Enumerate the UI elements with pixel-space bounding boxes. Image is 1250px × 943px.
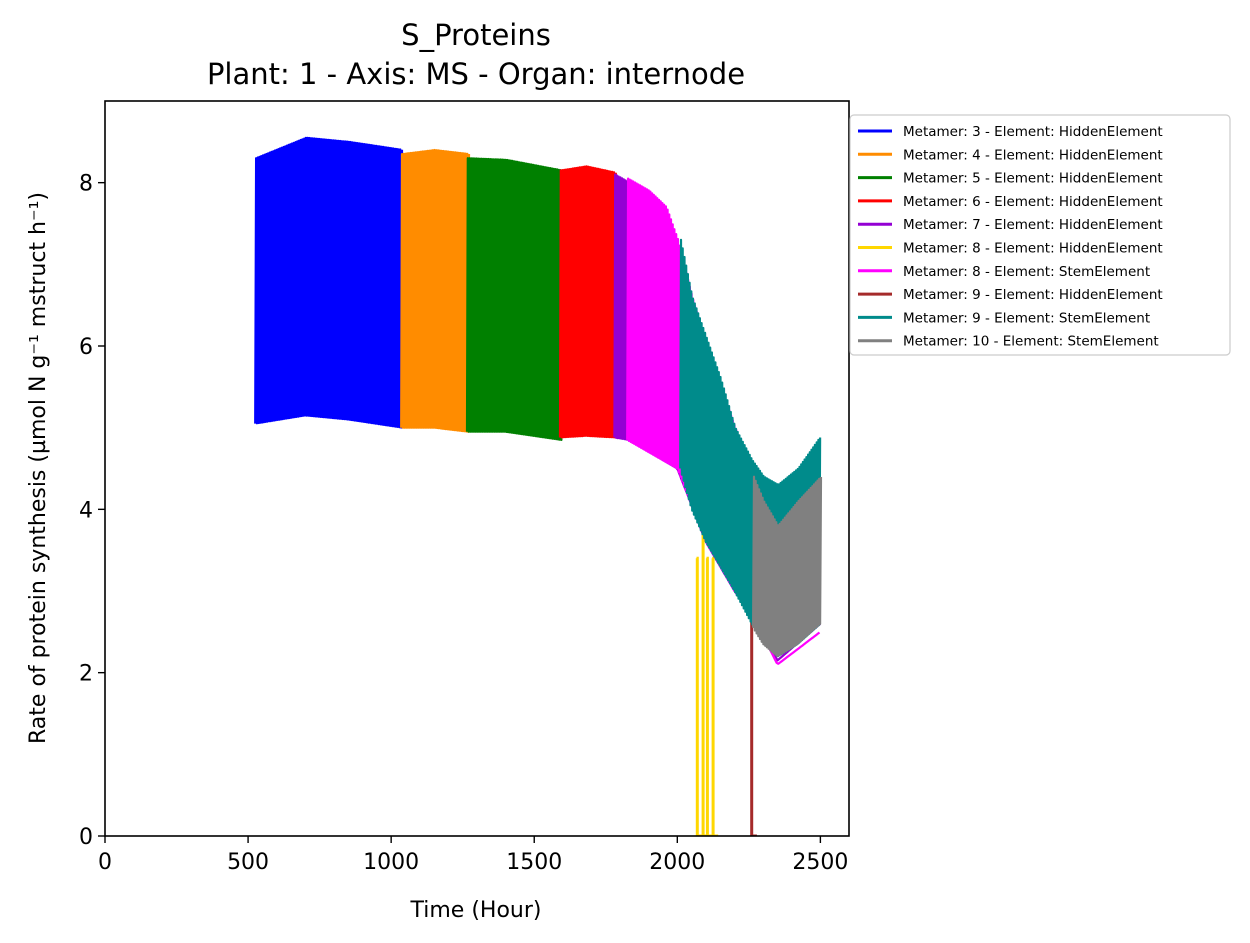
y-axis: 0 2 4 6 8	[79, 172, 105, 850]
x-tick-label: 1000	[363, 850, 419, 875]
legend-entry: Metamer: 9 - Element: StemElement	[903, 310, 1150, 326]
chart-title: S_Proteins	[401, 18, 551, 52]
x-tick-label: 2000	[649, 850, 705, 875]
series-line-1	[254, 136, 404, 429]
y-tick-label: 0	[79, 825, 93, 850]
x-tick-label: 0	[98, 850, 112, 875]
legend: Metamer: 3 - Element: HiddenElement Metam…	[849, 114, 1231, 356]
x-tick-label: 2500	[792, 850, 848, 875]
legend-entry: Metamer: 3 - Element: HiddenElement	[903, 124, 1163, 140]
y-tick-label: 2	[79, 662, 93, 687]
series-6-drop-4	[711, 556, 719, 836]
legend-entry: Metamer: 7 - Element: HiddenElement	[903, 217, 1163, 233]
legend-entry: Metamer: 9 - Element: HiddenElement	[903, 287, 1163, 303]
series-line-10	[752, 475, 823, 658]
series-line-2	[400, 148, 471, 433]
y-axis-label: Rate of protein synthesis (µmol N g⁻¹ ms…	[26, 192, 51, 744]
series-line-3	[465, 157, 564, 441]
legend-entry: Metamer: 10 - Element: StemElement	[903, 334, 1159, 350]
plot-area	[254, 136, 823, 836]
series-6-drop-3	[705, 556, 713, 836]
legend-entry: Metamer: 4 - Element: HiddenElement	[903, 147, 1163, 163]
series-8-drop-1	[750, 597, 757, 836]
x-axis: 0 500 1000 1500 2000 2500	[98, 836, 848, 875]
x-tick-label: 500	[227, 850, 269, 875]
legend-entry: Metamer: 6 - Element: HiddenElement	[903, 194, 1163, 210]
plot-frame	[104, 100, 850, 837]
chart-subtitle: Plant: 1 - Axis: MS - Organ: internode	[207, 57, 745, 91]
legend-entry: Metamer: 8 - Element: StemElement	[903, 264, 1150, 280]
y-tick-label: 4	[79, 498, 93, 523]
legend-entry: Metamer: 5 - Element: HiddenElement	[903, 171, 1163, 187]
series-line-4	[558, 165, 617, 439]
y-tick-label: 6	[79, 335, 93, 360]
legend-entry: Metamer: 8 - Element: HiddenElement	[903, 241, 1163, 257]
series-6-drop-1	[695, 556, 703, 836]
x-tick-label: 1500	[506, 850, 562, 875]
y-tick-label: 8	[79, 172, 93, 197]
legend-box	[849, 114, 1231, 356]
x-axis-label: Time (Hour)	[410, 898, 542, 923]
